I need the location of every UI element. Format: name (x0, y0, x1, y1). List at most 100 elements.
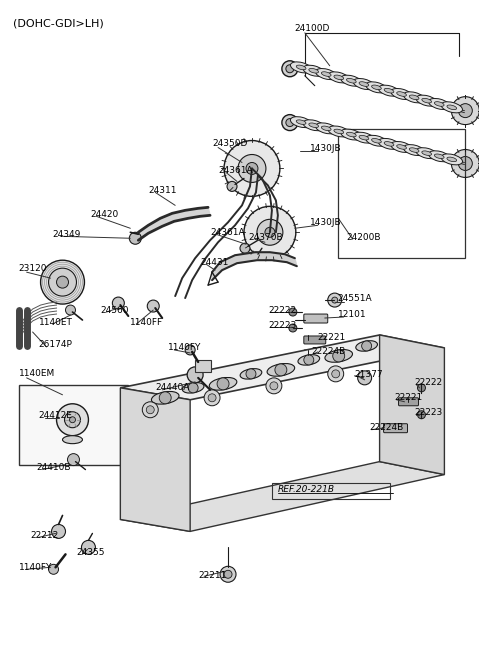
Circle shape (187, 367, 203, 383)
Text: 24551A: 24551A (338, 293, 372, 303)
Polygon shape (172, 210, 188, 221)
Circle shape (41, 260, 84, 304)
Circle shape (266, 378, 282, 394)
Text: 24100D: 24100D (295, 24, 330, 33)
Text: 24560: 24560 (100, 305, 129, 314)
Polygon shape (120, 388, 190, 531)
Circle shape (282, 115, 298, 130)
Ellipse shape (378, 138, 400, 149)
Ellipse shape (303, 66, 324, 76)
Polygon shape (270, 252, 287, 262)
Circle shape (418, 411, 425, 419)
Circle shape (244, 206, 296, 258)
Ellipse shape (322, 72, 331, 77)
Ellipse shape (359, 82, 369, 86)
Text: (DOHC-GDI>LH): (DOHC-GDI>LH) (12, 19, 103, 29)
Ellipse shape (353, 132, 374, 143)
Ellipse shape (182, 383, 204, 393)
Circle shape (224, 141, 280, 196)
Ellipse shape (409, 95, 419, 100)
Circle shape (65, 305, 75, 315)
Ellipse shape (267, 364, 295, 376)
Text: 1140EM: 1140EM (19, 369, 55, 379)
Text: 21377: 21377 (355, 370, 384, 379)
Ellipse shape (309, 123, 319, 128)
Circle shape (68, 454, 80, 466)
Circle shape (227, 181, 237, 191)
Text: 24350D: 24350D (212, 139, 248, 148)
Circle shape (332, 297, 338, 303)
Circle shape (146, 406, 154, 414)
Circle shape (246, 369, 256, 379)
Ellipse shape (325, 350, 352, 362)
Ellipse shape (372, 85, 381, 90)
Circle shape (240, 243, 250, 253)
Text: 1430JB: 1430JB (310, 218, 341, 227)
Polygon shape (198, 208, 210, 216)
Circle shape (451, 97, 480, 124)
Circle shape (188, 383, 198, 393)
Text: 22221: 22221 (318, 333, 346, 343)
FancyBboxPatch shape (398, 398, 419, 406)
Circle shape (217, 378, 229, 390)
Ellipse shape (397, 92, 407, 96)
Circle shape (57, 276, 69, 288)
Ellipse shape (391, 141, 412, 153)
Polygon shape (148, 218, 162, 233)
Text: 24355: 24355 (76, 548, 105, 557)
Ellipse shape (315, 123, 337, 134)
Circle shape (286, 65, 294, 73)
Ellipse shape (328, 72, 349, 83)
FancyBboxPatch shape (304, 336, 326, 344)
Text: 1140FY: 1140FY (168, 343, 202, 352)
Circle shape (48, 565, 59, 574)
Text: 24431: 24431 (200, 257, 228, 267)
Text: 24361A: 24361A (210, 228, 245, 236)
Polygon shape (285, 254, 297, 266)
Bar (19, 385, 128, 464)
Ellipse shape (151, 392, 179, 404)
Ellipse shape (347, 79, 356, 83)
Circle shape (129, 233, 141, 244)
Ellipse shape (334, 129, 344, 134)
Text: 24370B: 24370B (248, 233, 283, 242)
Polygon shape (120, 462, 444, 531)
Circle shape (208, 394, 216, 402)
Bar (195, 360, 211, 372)
Ellipse shape (372, 138, 381, 143)
Text: 1140FY: 1140FY (19, 563, 52, 572)
Circle shape (57, 403, 88, 436)
Ellipse shape (315, 69, 337, 80)
Text: 26174P: 26174P (38, 341, 72, 350)
Text: 24200B: 24200B (347, 233, 381, 242)
Text: 22222: 22222 (415, 379, 443, 387)
Text: 22223: 22223 (268, 320, 296, 329)
Ellipse shape (396, 145, 407, 149)
Ellipse shape (441, 154, 463, 165)
Ellipse shape (356, 341, 377, 351)
Ellipse shape (303, 120, 324, 131)
Circle shape (112, 297, 124, 309)
Text: 24440A: 24440A (155, 383, 190, 392)
Ellipse shape (422, 151, 432, 155)
Ellipse shape (384, 141, 394, 146)
Ellipse shape (62, 436, 83, 443)
Circle shape (458, 103, 472, 118)
Text: REF.20-221B: REF.20-221B (278, 485, 335, 494)
Ellipse shape (290, 62, 312, 73)
Ellipse shape (429, 151, 450, 162)
Circle shape (458, 157, 472, 170)
Circle shape (51, 525, 65, 538)
Circle shape (159, 392, 171, 403)
Circle shape (204, 390, 220, 406)
Ellipse shape (290, 117, 312, 128)
Circle shape (265, 227, 275, 237)
Text: 24349: 24349 (52, 230, 81, 239)
Ellipse shape (334, 75, 344, 80)
Ellipse shape (384, 88, 394, 93)
Circle shape (333, 350, 345, 362)
Circle shape (332, 370, 340, 378)
Ellipse shape (378, 85, 400, 96)
Ellipse shape (447, 157, 456, 162)
Polygon shape (235, 252, 257, 263)
